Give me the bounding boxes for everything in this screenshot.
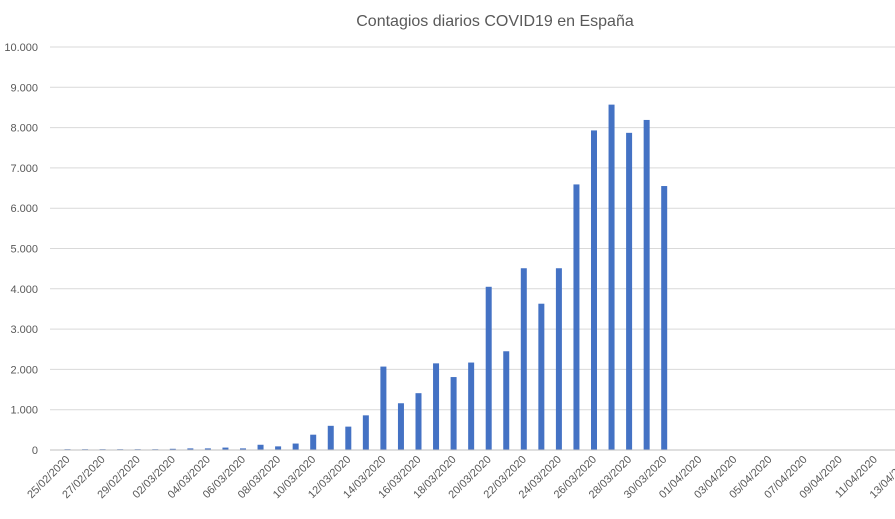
bar bbox=[310, 434, 317, 450]
bar bbox=[327, 425, 334, 450]
y-tick-label: 9.000 bbox=[10, 82, 38, 94]
bar bbox=[362, 415, 369, 450]
y-tick-label: 2.000 bbox=[10, 364, 38, 376]
gridlines bbox=[50, 46, 895, 411]
bar bbox=[257, 444, 264, 450]
y-tick-label: 4.000 bbox=[10, 284, 38, 296]
y-tick-label: 1.000 bbox=[10, 405, 38, 417]
bar bbox=[468, 362, 475, 450]
bar bbox=[608, 104, 615, 450]
bar bbox=[292, 443, 299, 450]
bar bbox=[626, 132, 633, 451]
y-tick-label: 6.000 bbox=[10, 203, 38, 215]
bar bbox=[643, 119, 650, 451]
y-tick-label: 5.000 bbox=[10, 244, 38, 256]
y-tick-label: 10.000 bbox=[4, 42, 38, 54]
chart-title: Contagios diarios COVID19 en España bbox=[356, 13, 634, 30]
y-axis-tick-labels: 0 1.000 2.000 3.000 4.000 5.000 6.000 7.000 8.00… bbox=[4, 42, 38, 457]
bar bbox=[450, 377, 457, 450]
bar bbox=[433, 363, 440, 450]
bars bbox=[64, 104, 668, 451]
y-tick-label: 0 bbox=[32, 445, 38, 457]
y-tick-label: 3.000 bbox=[10, 324, 38, 336]
bar bbox=[169, 448, 176, 450]
bar bbox=[591, 130, 597, 450]
y-tick-label: 7.000 bbox=[10, 163, 38, 175]
bar bbox=[485, 286, 492, 450]
bar bbox=[538, 303, 545, 450]
bar bbox=[397, 403, 404, 450]
bar bbox=[520, 268, 527, 450]
bar bbox=[661, 186, 668, 450]
bar bbox=[275, 446, 282, 450]
bar bbox=[573, 184, 580, 450]
y-tick-label: 8.000 bbox=[10, 123, 38, 135]
bar bbox=[345, 426, 352, 450]
bar bbox=[187, 448, 194, 450]
bar bbox=[380, 366, 387, 450]
bar bbox=[503, 351, 510, 450]
bar bbox=[555, 268, 562, 450]
bar bbox=[204, 448, 211, 450]
bar bbox=[415, 393, 422, 450]
x-axis-tick-labels: 25/02/202027/02/202029/02/202002/03/2020… bbox=[25, 454, 895, 501]
bar bbox=[222, 447, 229, 450]
bar bbox=[240, 448, 246, 450]
